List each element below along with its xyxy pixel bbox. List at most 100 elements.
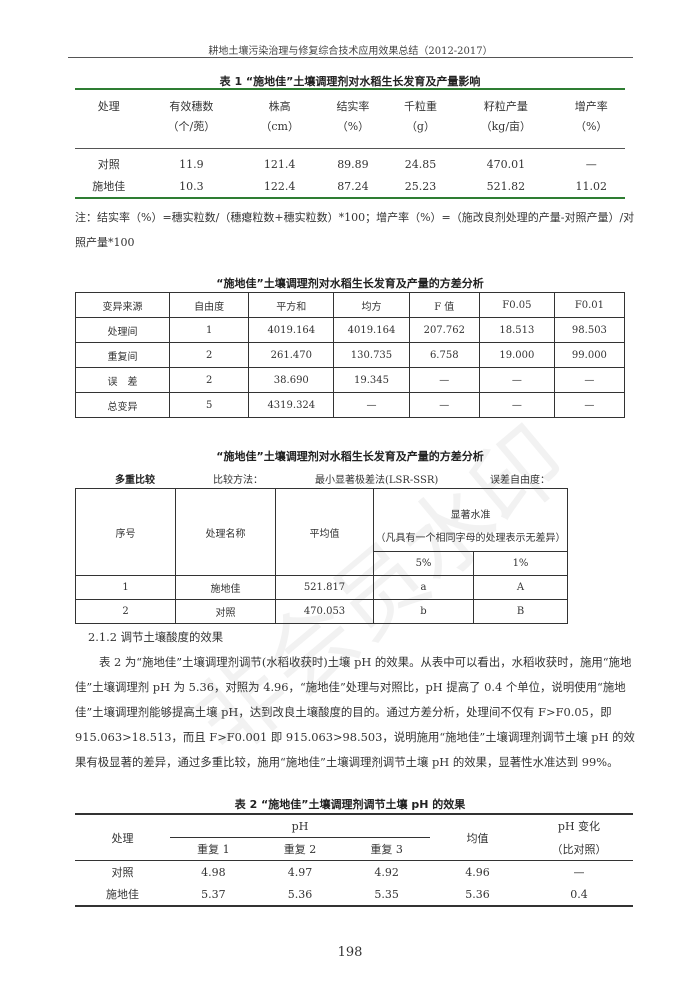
- cell: b: [373, 599, 474, 624]
- th: F0.05: [478, 292, 555, 318]
- th: 籽粒产量: [483, 100, 528, 113]
- cell: 施地佳: [106, 888, 139, 901]
- cell: 4.96: [465, 865, 490, 879]
- cell: B: [473, 599, 568, 624]
- cell: 470.01: [486, 157, 526, 171]
- body-paragraph: 表 2 为“施地佳”土壤调理剂调节(水稻收获时)土壤 pH 的效果。从表中可以看…: [75, 655, 635, 769]
- cell: 5.36: [465, 887, 490, 901]
- method-label: 比较方法：: [213, 475, 263, 486]
- cell: 2: [169, 342, 250, 368]
- cell: —: [478, 392, 555, 418]
- th: 处理: [97, 100, 120, 113]
- cell: 施地佳: [175, 575, 276, 600]
- cell: 87.24: [337, 179, 369, 193]
- ph-table: 处理 pH 均值 pH 变化 重复 1 重复 2 重复 3 （比对照） 对照 4.…: [75, 813, 633, 907]
- cell: 5: [169, 392, 250, 418]
- cell: A: [473, 575, 568, 600]
- th: 平均值: [275, 488, 374, 576]
- table1-note: 注：结实率（%）=穗实粒数/（穗瘪粒数+穗实粒数）*100；增产率（%）=（施改…: [75, 211, 635, 249]
- cell: —: [553, 367, 626, 393]
- unit: （个/蔸）: [142, 118, 241, 149]
- header-rule: [68, 57, 633, 58]
- method-value: 最小显著极差法(LSR-SSR): [315, 475, 439, 486]
- cell: 对照: [111, 866, 134, 879]
- cell: 重复间: [74, 342, 171, 368]
- th: 显著水准: [373, 488, 568, 521]
- cell: 25.23: [404, 179, 437, 193]
- cell: 18.513: [478, 317, 555, 343]
- cell: 对照: [175, 599, 276, 624]
- th: pH: [170, 814, 430, 838]
- table-row: 处理间 1 4019.164 4019.164 207.762 18.513 98.503: [74, 317, 626, 343]
- cell: 6.758: [408, 342, 480, 368]
- cell: 总变异: [74, 392, 171, 418]
- table-row: 1 施地佳 521.817 a A: [75, 575, 568, 600]
- th: 1%: [473, 551, 568, 576]
- cell: —: [573, 865, 585, 879]
- page-number: 198: [337, 945, 363, 960]
- cell: 11.9: [179, 157, 204, 171]
- cell: 4019.164: [248, 317, 335, 343]
- section-heading: 2.1.2 调节土壤酸度的效果: [88, 630, 224, 644]
- cell: 0.4: [570, 887, 588, 901]
- anova-table: 变异来源 自由度 平方和 均方 F 值 F0.05 F0.01 处理间 1 4019…: [74, 292, 626, 418]
- table4-title: 表 2 “施地佳”土壤调理剂调节土壤 pH 的效果: [234, 798, 466, 811]
- th: 均方: [333, 292, 410, 318]
- th: 千粒重: [403, 100, 437, 113]
- th: （比对照）: [551, 842, 607, 856]
- th: 结实率: [336, 100, 370, 113]
- cell: 4319.324: [248, 392, 335, 418]
- unit: （g）: [386, 118, 455, 149]
- cell: 19.345: [333, 367, 410, 393]
- cell: 4.98: [201, 865, 226, 879]
- table-row: 施地佳 10.3 122.4 87.24 25.23 521.82 11.02: [75, 175, 625, 198]
- th: pH 变化: [557, 820, 601, 834]
- unit: （cm）: [240, 118, 320, 149]
- cell: 98.503: [553, 317, 626, 343]
- cell: —: [478, 367, 555, 393]
- th: 处理名称: [175, 488, 276, 576]
- cell: 207.762: [408, 317, 480, 343]
- cell: 99.000: [553, 342, 626, 368]
- running-header: 耕地土壤污染治理与修复综合技术应用效果总结（2012-2017）: [208, 46, 493, 57]
- cell: 11.02: [575, 179, 607, 193]
- cell: 1: [169, 317, 250, 343]
- unit: （%）: [319, 118, 387, 149]
- cell: a: [373, 575, 474, 600]
- cell: 38.690: [248, 367, 335, 393]
- table-row: 误 差 2 38.690 19.345— — —: [74, 367, 626, 393]
- multiple-comparison-table: 序号 处理名称 平均值 显著水准 （凡具有一个相同字母的处理表示无差异） 5% 1…: [75, 488, 568, 624]
- th: 处理: [75, 814, 170, 861]
- table-row: 施地佳 5.37 5.36 5.35 5.36 0.4: [75, 883, 633, 906]
- cell: —: [585, 157, 597, 171]
- cell: 4019.164: [333, 317, 410, 343]
- cell: 521.82: [486, 179, 526, 193]
- table-row: 重复间 2 261.470 130.735 6.758 19.000 99.000: [74, 342, 626, 368]
- unit: （kg/亩）: [454, 118, 558, 149]
- multiple-comparison-label: 多重比较: [115, 475, 155, 486]
- cell: 24.85: [404, 157, 437, 171]
- th: 有效穗数: [169, 100, 214, 113]
- cell: 261.470: [248, 342, 335, 368]
- error-df-label: 误差自由度：: [490, 475, 550, 486]
- cell: 521.817: [275, 575, 374, 600]
- cell: 4.97: [287, 865, 313, 879]
- cell: 2: [75, 599, 176, 624]
- unit: （%）: [557, 118, 625, 149]
- cell: 误 差: [74, 367, 171, 393]
- cell: 10.3: [179, 179, 204, 193]
- th: 重复 2: [283, 843, 317, 856]
- table-row: 总变异 5 4319.324— — — —: [74, 392, 626, 418]
- cell: 122.4: [263, 179, 296, 193]
- cell: 5.37: [201, 887, 226, 901]
- cell: 2: [169, 367, 250, 393]
- cell: 5.36: [287, 887, 313, 901]
- cell: 130.735: [333, 342, 410, 368]
- th: 平方和: [248, 292, 335, 318]
- cell: 121.4: [263, 157, 296, 171]
- cell: —: [333, 392, 410, 418]
- cell: —: [408, 367, 480, 393]
- table-row: 对照 4.98 4.97 4.92 4.96 —: [75, 861, 633, 884]
- cell: 4.92: [374, 865, 399, 879]
